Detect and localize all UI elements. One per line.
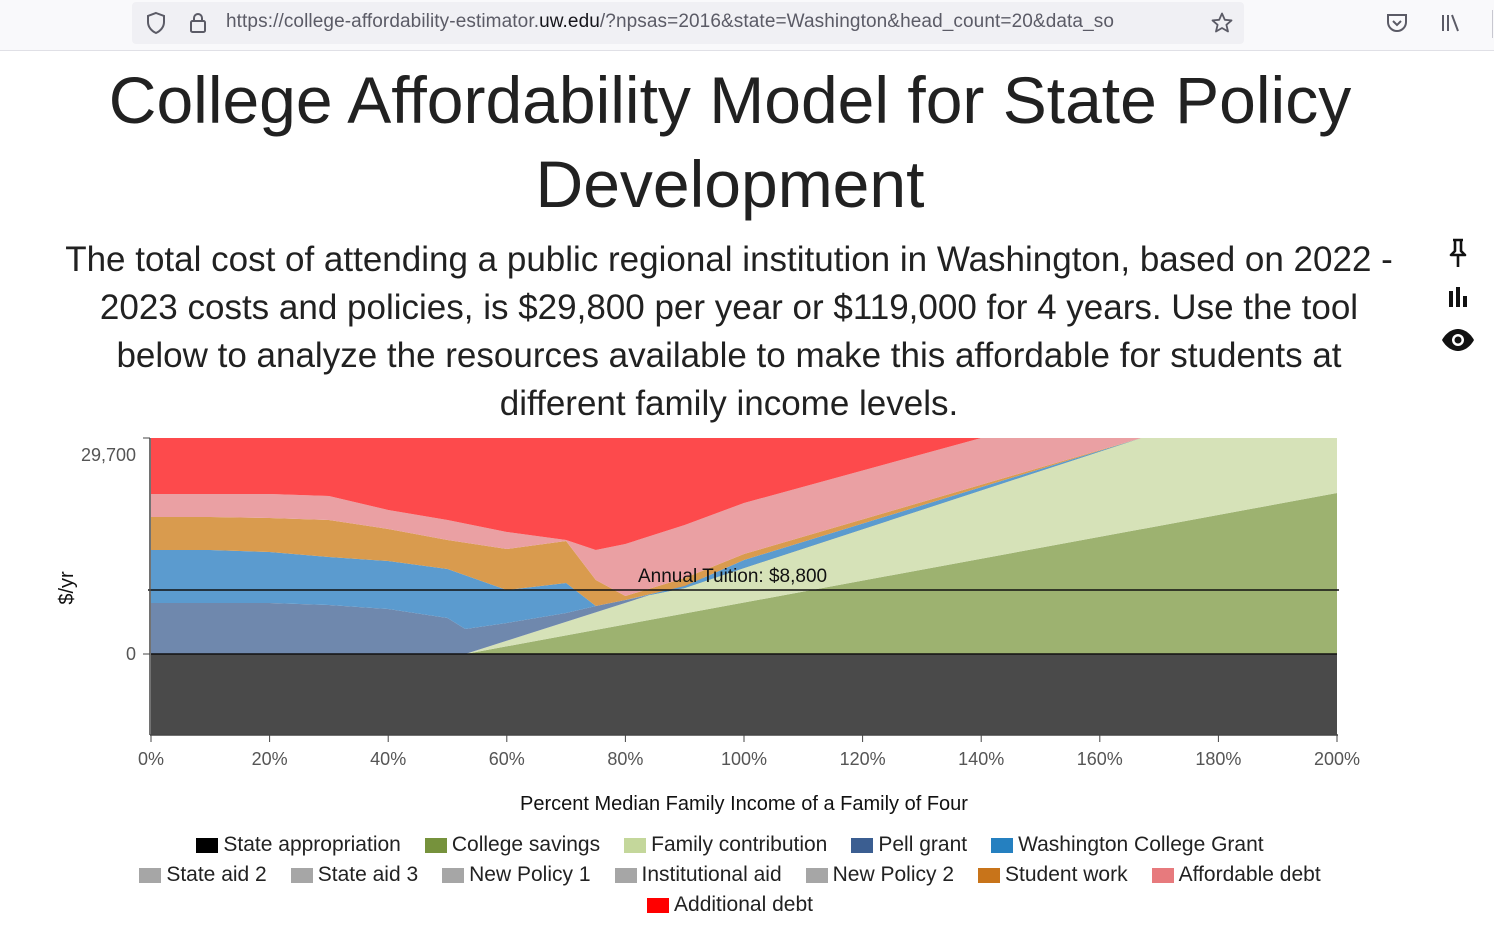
toolbar-separator <box>1492 10 1493 38</box>
legend-item-state-aid-2[interactable]: State aid 2 <box>139 860 267 890</box>
x-tick-label: 200% <box>1314 749 1360 769</box>
legend-label: College savings <box>451 833 601 856</box>
legend-swatch <box>290 867 313 883</box>
pocket-icon[interactable] <box>1383 9 1411 37</box>
legend-item-new-policy-2[interactable]: New Policy 2 <box>805 860 955 890</box>
x-tick-label: 140% <box>958 749 1004 769</box>
x-tick-label: 20% <box>252 749 288 769</box>
shield-icon[interactable] <box>143 10 169 36</box>
legend-label: Family contribution <box>651 833 828 856</box>
legend-item-washington-college-grant[interactable]: Washington College Grant <box>991 830 1264 860</box>
legend-swatch <box>991 837 1014 853</box>
y-axis-title: $/yr <box>56 571 78 605</box>
legend-swatch <box>978 867 1001 883</box>
legend-swatch <box>139 867 162 883</box>
legend-label: Pell grant <box>878 833 968 856</box>
area-washington-college-grant <box>151 438 1337 629</box>
browser-toolbar: https://college-affordability-estimator.… <box>0 0 1494 51</box>
x-axis-title: Percent Median Family Income of a Family… <box>520 793 968 815</box>
x-tick-label: 60% <box>489 749 525 769</box>
legend-swatch <box>624 837 647 853</box>
x-tick-label: 100% <box>721 749 767 769</box>
x-axis-ticks: 0% 20% 40% 60% 80% 100% 120% 140% 160% 180% 200% <box>138 735 1360 769</box>
area-family-contribution <box>151 438 1337 654</box>
legend-swatch <box>196 837 219 853</box>
legend-row: State appropriation College savings Fami… <box>40 830 1420 860</box>
legend-label: New Policy 2 <box>832 863 955 886</box>
legend-label: State aid 3 <box>317 863 419 886</box>
legend-item-affordable-debt[interactable]: Affordable debt <box>1151 860 1321 890</box>
bar-chart-icon[interactable] <box>1444 283 1472 311</box>
y-tick-label: 29,700 <box>81 445 136 465</box>
url-text[interactable]: https://college-affordability-estimator.… <box>226 11 1115 32</box>
area-student-work <box>151 438 1337 606</box>
legend-item-college-savings[interactable]: College savings <box>424 830 601 860</box>
legend-label: Affordable debt <box>1178 863 1321 886</box>
legend-swatch <box>647 897 670 913</box>
legend-swatch <box>442 867 465 883</box>
area-state-appropriation <box>151 654 1337 735</box>
legend-label: New Policy 1 <box>469 863 591 886</box>
tuition-annotation: Annual Tuition: $8,800 <box>638 566 827 587</box>
x-tick-label: 180% <box>1195 749 1241 769</box>
plot-area <box>151 438 1337 735</box>
legend-item-state-aid-3[interactable]: State aid 3 <box>290 860 419 890</box>
x-tick-label: 40% <box>370 749 406 769</box>
legend-item-new-policy-1[interactable]: New Policy 1 <box>442 860 591 890</box>
legend-item-institutional-aid[interactable]: Institutional aid <box>614 860 782 890</box>
x-tick-label: 160% <box>1077 749 1123 769</box>
library-icon[interactable] <box>1437 9 1465 37</box>
eye-icon[interactable] <box>1440 325 1476 355</box>
legend-item-pell-grant[interactable]: Pell grant <box>851 830 967 860</box>
area-additional-debt <box>151 438 1337 550</box>
legend-item-additional-debt[interactable]: Additional debt <box>647 890 813 920</box>
page-title: College Affordability Model for State Po… <box>108 63 1352 221</box>
y-tick-label: 0 <box>126 644 136 664</box>
x-tick-label: 0% <box>138 749 164 769</box>
legend-label: State appropriation <box>223 833 401 856</box>
legend-swatch <box>424 837 447 853</box>
page-subtitle: The total cost of attending a public reg… <box>65 240 1393 423</box>
legend-swatch <box>851 837 874 853</box>
area-affordable-debt <box>151 438 1337 596</box>
legend-label: State aid 2 <box>166 863 267 886</box>
x-tick-label: 80% <box>607 749 643 769</box>
area-pell-grant <box>151 438 1337 654</box>
legend-label: Additional debt <box>674 893 813 916</box>
address-bar[interactable] <box>132 2 1244 44</box>
legend-item-state-appropriation[interactable]: State appropriation <box>196 830 401 860</box>
legend-item-family-contribution[interactable]: Family contribution <box>624 830 827 860</box>
star-icon[interactable] <box>1208 9 1236 37</box>
pin-icon[interactable] <box>1444 236 1472 270</box>
legend-swatch <box>614 867 637 883</box>
chart-legend: State appropriation College savings Fami… <box>40 830 1420 920</box>
legend-label: Institutional aid <box>641 863 782 886</box>
lock-icon[interactable] <box>186 10 210 36</box>
area-college-savings <box>151 493 1337 654</box>
legend-row: State aid 2 State aid 3 New Policy 1 Ins… <box>40 860 1420 890</box>
x-tick-label: 120% <box>840 749 886 769</box>
legend-row: Additional debt <box>40 890 1420 920</box>
legend-label: Student work <box>1005 863 1128 886</box>
legend-swatch <box>805 867 828 883</box>
legend-item-student-work[interactable]: Student work <box>978 860 1128 890</box>
legend-label: Washington College Grant <box>1018 833 1264 856</box>
legend-swatch <box>1151 867 1174 883</box>
affordability-chart: Annual Tuition: $8,800 29,700 0 0% 20% 40%… <box>56 437 1360 815</box>
